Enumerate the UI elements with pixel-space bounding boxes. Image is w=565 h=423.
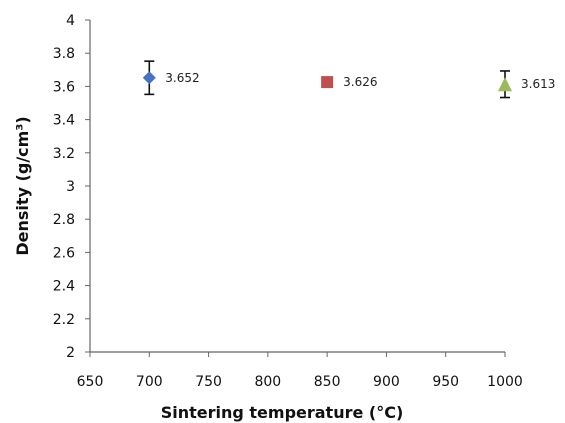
y-tick-label: 2.2	[53, 312, 75, 328]
x-tick-label: 800	[254, 374, 281, 390]
axes-layer	[89, 20, 505, 353]
data-label: 3.626	[343, 75, 377, 89]
x-tick-label: 950	[432, 374, 459, 390]
x-tick-label: 700	[136, 374, 163, 390]
y-tick-label: 4	[66, 13, 75, 29]
data-point-group: 3.626	[321, 75, 378, 89]
y-tick-label: 3	[66, 179, 75, 195]
x-tick-label: 850	[314, 374, 341, 390]
x-tick-label: 1000	[487, 374, 523, 390]
data-label: 3.652	[165, 71, 199, 85]
y-tick-label: 3.6	[53, 79, 75, 95]
diamond-marker	[142, 71, 156, 85]
y-tick-label: 2	[66, 345, 75, 361]
x-tick-label: 650	[77, 374, 104, 390]
square-marker	[321, 76, 334, 89]
x-tick-group: 650 700 750 800 850 900 950 1000	[77, 352, 523, 390]
y-tick-label: 3.8	[53, 46, 75, 62]
y-axis-title: Density (g/cm³)	[13, 116, 32, 255]
y-tick-label: 2.6	[53, 245, 75, 261]
y-tick-group: 2 2.2 2.4 2.6 2.8 3 3.2 3.4 3.6 3.8 4	[53, 13, 90, 361]
y-tick-label: 2.8	[53, 212, 75, 228]
triangle-marker	[498, 77, 512, 92]
data-points: 3.652 3.626 3.613	[142, 60, 555, 99]
data-point-group: 3.652	[142, 60, 200, 96]
x-tick-label: 900	[373, 374, 400, 390]
data-point-group: 3.613	[498, 70, 555, 99]
y-tick-label: 3.4	[53, 113, 75, 129]
data-label: 3.613	[521, 77, 555, 91]
y-tick-label: 3.2	[53, 146, 75, 162]
x-axis-title: Sintering temperature (°C)	[161, 403, 404, 422]
y-tick-label: 2.4	[53, 279, 75, 295]
x-tick-label: 750	[195, 374, 222, 390]
